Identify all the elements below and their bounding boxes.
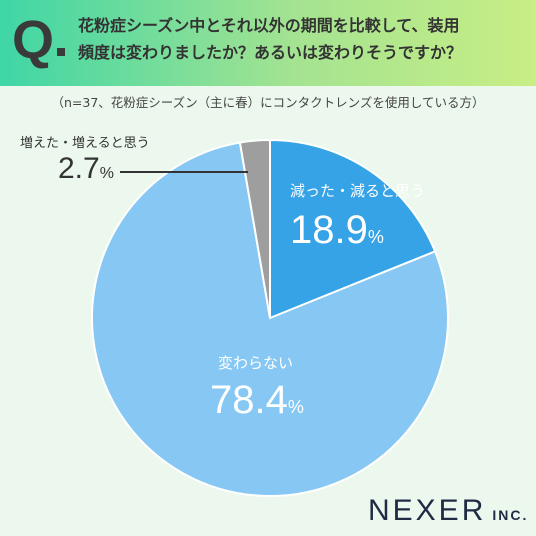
header-banner: Q 花粉症シーズン中とそれ以外の期間を比較して、装用 頻度は変わりましたか？ある… bbox=[0, 0, 536, 86]
logo-suffix: INC. bbox=[492, 507, 529, 523]
slice-value-increase: 2.7% bbox=[58, 152, 114, 186]
sample-note: （n=37、花粉症シーズン（主に春）にコンタクトレンズを使用している方） bbox=[51, 95, 485, 110]
slice-value-decrease-unit: % bbox=[367, 227, 384, 247]
slice-value-no-change-unit: % bbox=[287, 397, 304, 417]
question-line-2: 頻度は変わりましたか？あるいは変わりそうですか？ bbox=[78, 43, 463, 62]
logo-main: NEXER bbox=[368, 494, 487, 527]
slice-value-no-change: 78.4% bbox=[210, 378, 304, 423]
question-text: 花粉症シーズン中とそれ以外の期間を比較して、装用 頻度は変わりましたか？あるいは… bbox=[78, 12, 528, 66]
slice-value-increase-number: 2.7 bbox=[58, 152, 100, 185]
question-line-1: 花粉症シーズン中とそれ以外の期間を比較して、装用 bbox=[78, 16, 460, 35]
slice-value-decrease-number: 18.9 bbox=[290, 208, 368, 252]
slice-value-increase-unit: % bbox=[99, 165, 114, 182]
pie-slice-decrease bbox=[269, 138, 437, 320]
pie-slice-no-change bbox=[91, 141, 449, 497]
slice-value-decrease: 18.9% bbox=[290, 208, 384, 253]
nexer-logo: NEXER INC. bbox=[368, 494, 528, 528]
pie-slice-increase bbox=[238, 138, 271, 319]
slice-value-no-change-number: 78.4 bbox=[210, 378, 288, 422]
slice-label-increase: 増えた・増えると思う bbox=[20, 136, 150, 151]
slice-label-decrease: 減った・減ると思う bbox=[290, 182, 426, 200]
q-letter: Q bbox=[12, 10, 55, 70]
slice-label-no-change: 変わらない bbox=[218, 354, 294, 372]
q-dot bbox=[57, 48, 65, 56]
